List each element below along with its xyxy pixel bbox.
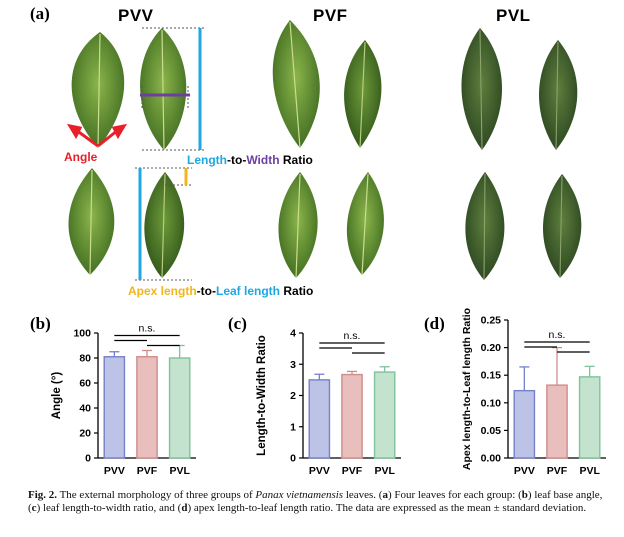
caption-t1: The external morphology of three groups … (57, 489, 256, 501)
caption-species: Panax vietnamensis (255, 489, 344, 501)
x-tick-label: PVF (342, 465, 363, 477)
apex-ratio: Ratio (280, 284, 314, 298)
ltw-length: Length (187, 153, 227, 167)
x-tick-label: PVL (374, 465, 395, 477)
ltw-ratio: Ratio (279, 153, 313, 167)
angle-arrows (66, 123, 128, 148)
caption-b: b (521, 489, 528, 501)
y-tick-label: 0.10 (481, 397, 502, 409)
length-width-measure (140, 27, 205, 151)
apex-to: -to- (196, 284, 216, 298)
y-tick-label: 0.15 (481, 370, 502, 382)
apex-length: Apex length (128, 284, 197, 298)
y-tick-label: 0 (290, 453, 296, 465)
leaf-pvf-1 (272, 20, 320, 149)
caption-d: d (181, 502, 188, 514)
group-label-pvf: PVF (313, 6, 348, 25)
y-tick-label: 60 (79, 378, 91, 390)
group-label-pvv: PVV (118, 6, 154, 25)
leaf-pvl-3 (465, 172, 505, 281)
leaf-pvl-2 (539, 40, 578, 151)
length-to-width-annotation: Length-to-Width Ratio (187, 153, 313, 167)
leaf-pvv-1 (71, 32, 125, 149)
y-tick-label: 100 (73, 328, 91, 340)
leaf-pvf-3 (278, 172, 318, 279)
bar-pvv (103, 356, 126, 459)
x-tick-label: PVL (169, 465, 190, 477)
caption-t6: ) apex length-to-leaf length ratio. The … (187, 502, 587, 514)
panel-a-label: (a) (30, 4, 50, 23)
y-axis-label: Length-to-Width Ratio (256, 335, 268, 456)
caption-t3: ) Four leaves for each group: ( (387, 489, 522, 501)
chart-angle: 0 20 40 60 80 100 Angle (°) PVV PVF PVL n.s. (51, 323, 196, 477)
x-tick-label: PVF (547, 465, 568, 477)
x-tick-label: PVV (514, 465, 535, 477)
y-tick-label: 0.05 (481, 425, 502, 437)
y-tick-label: 0 (85, 453, 91, 465)
y-axis-label: Apex length-to-Leaf length Ratio (461, 308, 473, 470)
bar-pvl (578, 376, 601, 459)
bar-pvf (546, 384, 568, 459)
y-axis-label: Angle (°) (51, 372, 63, 420)
y-tick-label: 40 (79, 403, 91, 415)
bar-pvl (373, 371, 396, 459)
leaf-pvv-3 (68, 168, 115, 276)
bar-pvv (308, 379, 331, 459)
bar-pvf (136, 356, 158, 459)
chart-apex-ratio: 0.00 0.05 0.10 0.15 0.20 0.25 Apex length-to-L… (461, 308, 606, 477)
chart-length-to-width: 0 1 2 3 4 Length-to-Width Ratio PVV PVF PVL n.s. (256, 328, 401, 477)
leaf-pvv-4 (144, 172, 185, 279)
leaf-photos (66, 20, 582, 281)
y-tick-label: 0.00 (481, 453, 502, 465)
leaf-pvf-4 (346, 172, 384, 276)
panel-c-label: (c) (228, 314, 247, 333)
significance-label: n.s. (139, 323, 156, 335)
figure-caption: Fig. 2. The external morphology of three… (28, 489, 603, 515)
caption-t5: ) leaf length-to-width ratio, and ( (36, 502, 182, 514)
apex-annotation: Apex length-to-Leaf length Ratio (128, 284, 313, 298)
panel-d-label: (d) (424, 314, 445, 333)
ltw-to: -to- (227, 153, 247, 167)
bar-pvl (168, 357, 191, 459)
bar-pvv (513, 389, 536, 459)
significance-label: n.s. (344, 330, 361, 342)
bar-pvf (341, 373, 363, 459)
caption-t4: ) leaf base angle, ( (28, 489, 603, 514)
leaf-pvf-2 (344, 40, 382, 149)
apex-leaf-length: Leaf length (216, 284, 281, 298)
x-tick-label: PVV (104, 465, 125, 477)
y-tick-label: 80 (79, 353, 91, 365)
y-tick-label: 1 (290, 421, 296, 433)
panel-b-label: (b) (30, 314, 51, 333)
ltw-width: Width (246, 153, 280, 167)
caption-t2: leaves. ( (343, 489, 383, 501)
apex-measure (135, 167, 192, 281)
y-tick-label: 20 (79, 428, 91, 440)
y-tick-label: 2 (290, 390, 296, 402)
x-tick-label: PVF (137, 465, 158, 477)
caption-a: a (382, 489, 388, 501)
leaf-pvl-1 (461, 28, 502, 151)
significance-label: n.s. (549, 329, 566, 341)
group-label-pvl: PVL (496, 6, 531, 25)
x-tick-label: PVL (579, 465, 600, 477)
caption-c: c (31, 502, 37, 514)
y-tick-label: 0.20 (481, 342, 502, 354)
angle-annotation: Angle (64, 150, 98, 164)
leaf-pvl-4 (543, 174, 582, 279)
x-tick-label: PVV (309, 465, 330, 477)
y-tick-label: 4 (290, 328, 296, 340)
y-tick-label: 0.25 (481, 315, 502, 327)
leaf-pvv-2 (140, 28, 187, 151)
caption-fig: Fig. 2. (28, 489, 58, 501)
y-tick-label: 3 (290, 359, 296, 371)
